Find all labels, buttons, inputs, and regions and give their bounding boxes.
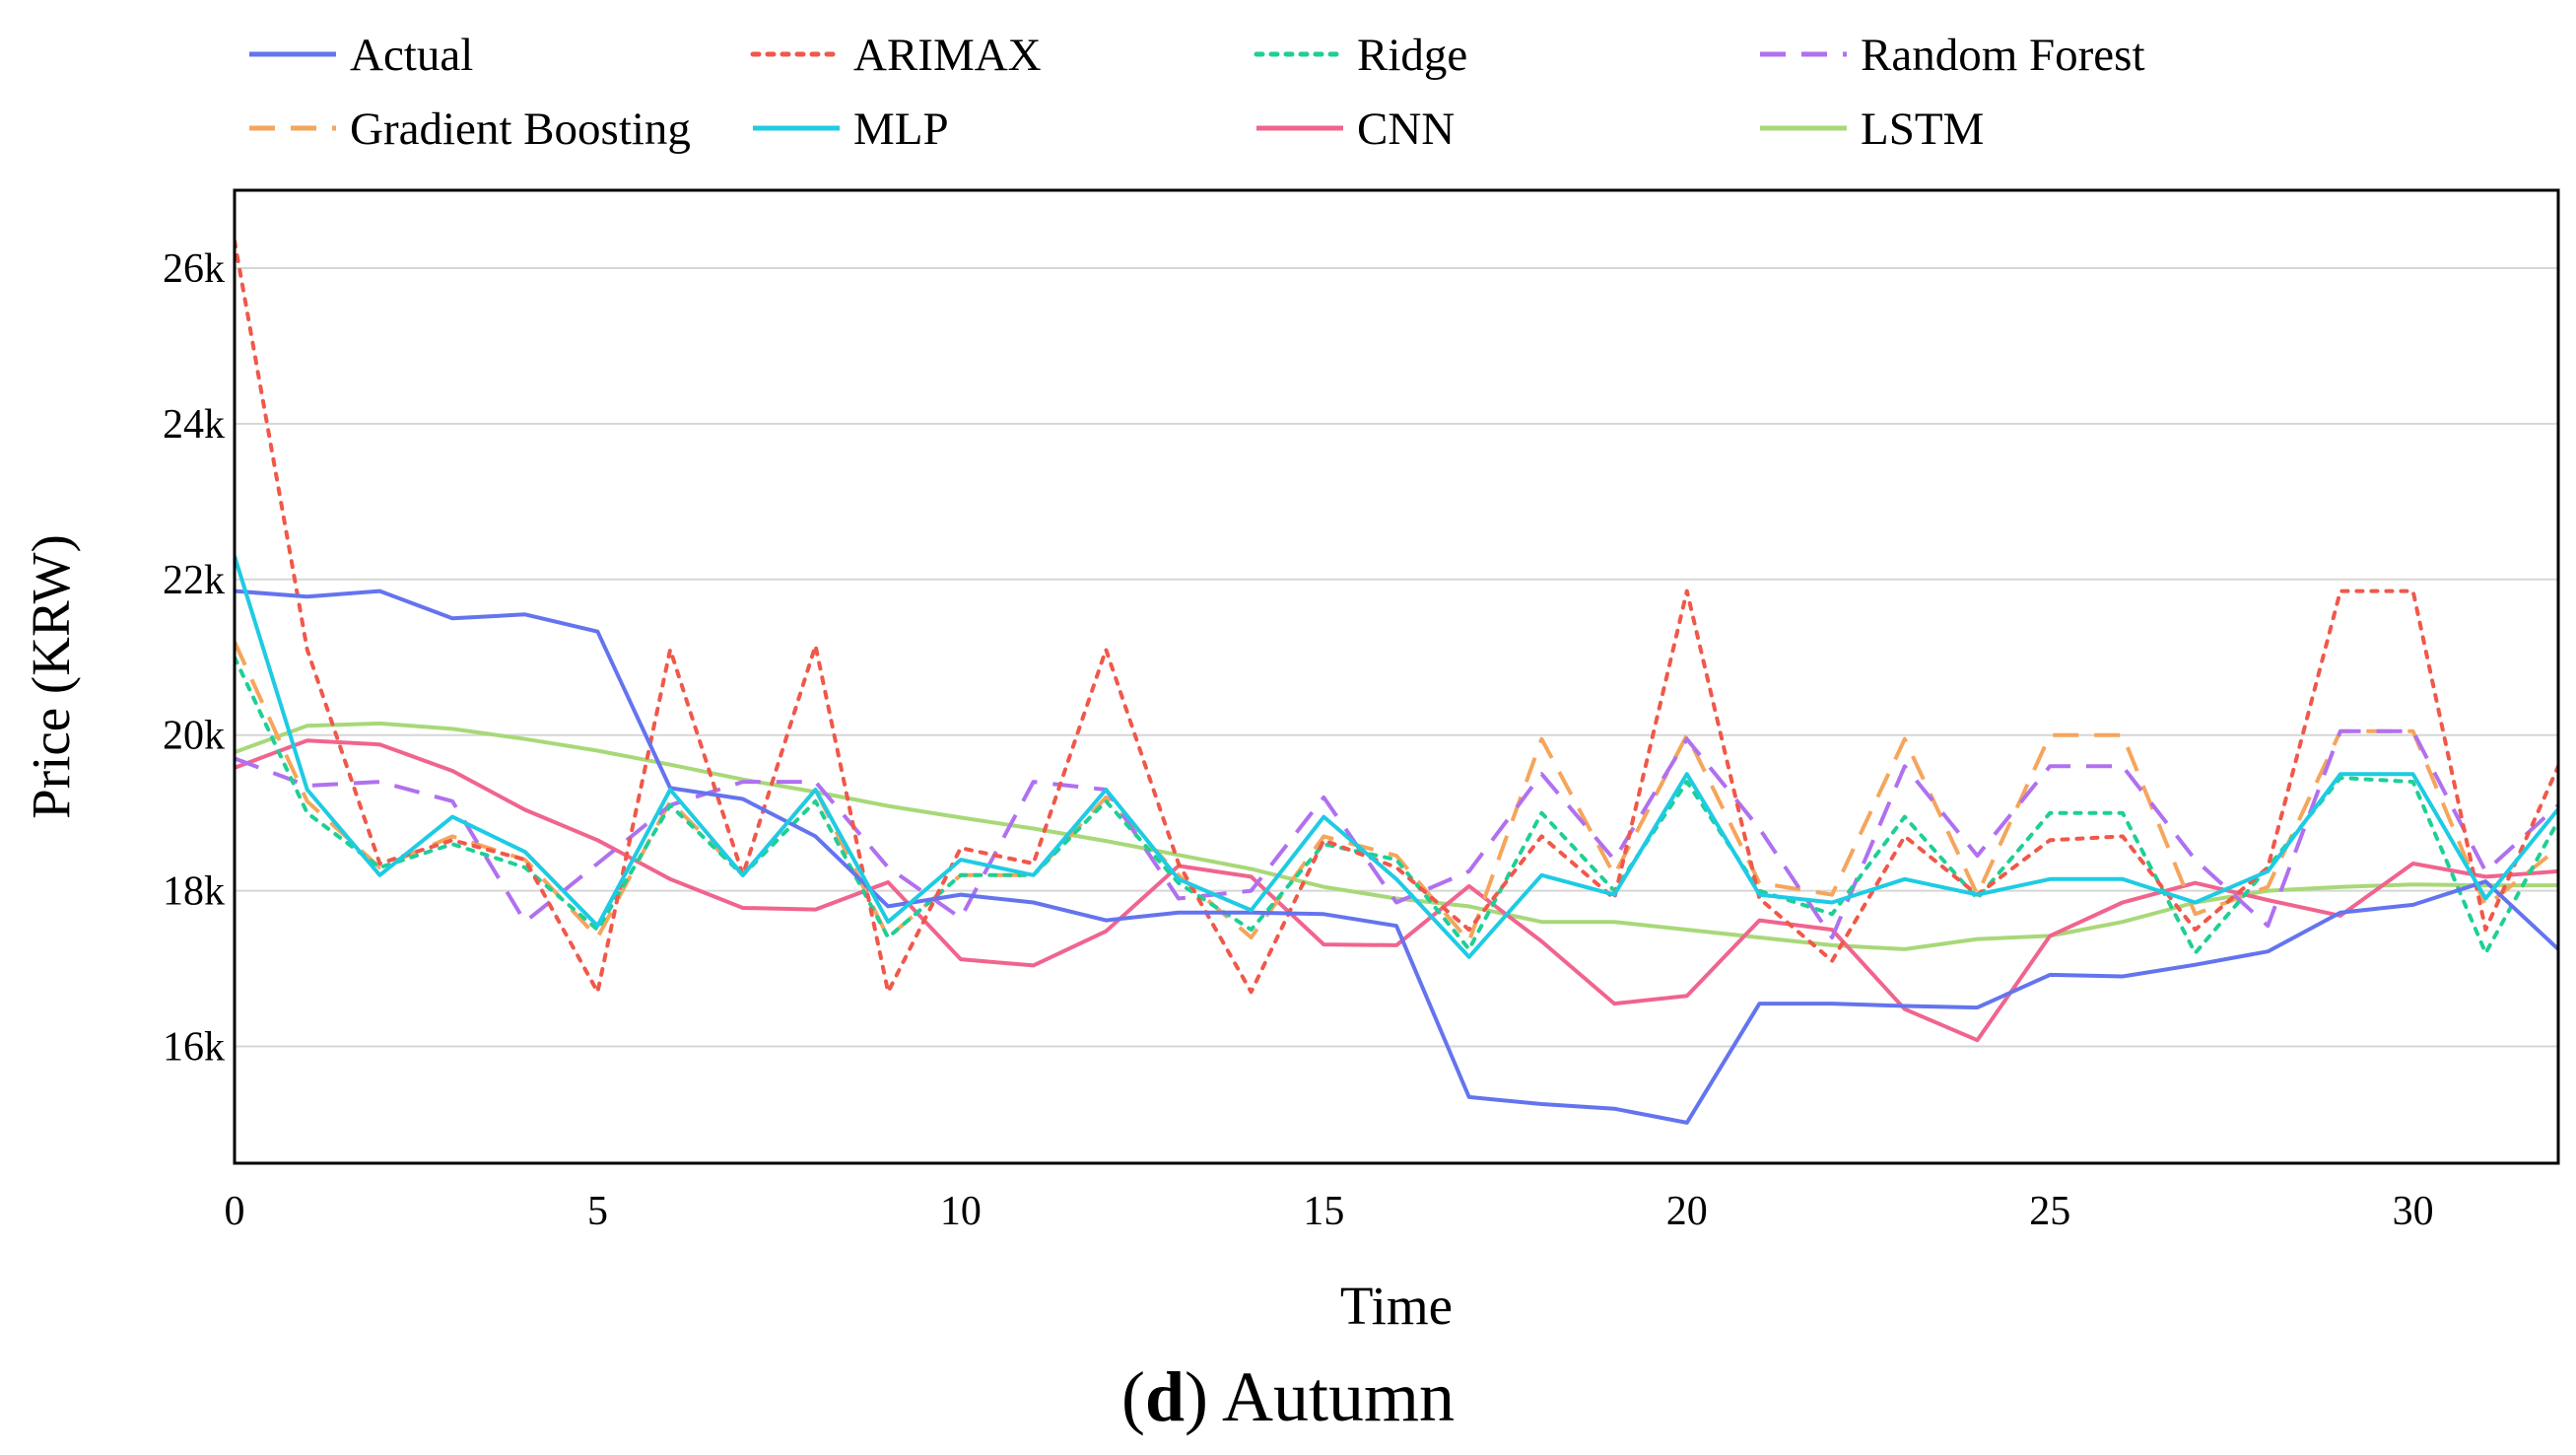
legend-label: Actual	[350, 30, 473, 81]
y-tick-label: 22k	[163, 558, 225, 603]
legend-label: Ridge	[1357, 30, 1467, 81]
y-axis-ticks: 16k 18k 20k 22k 24k 26k	[163, 246, 225, 1071]
legend-label: ARIMAX	[853, 30, 1042, 81]
y-axis-title: Price (KRW)	[21, 534, 81, 819]
figure-caption: (d) Autumn	[1120, 1357, 1456, 1436]
series-line-mlp	[235, 555, 2558, 959]
y-tick-label: 20k	[163, 714, 225, 759]
y-tick-label: 26k	[163, 246, 225, 292]
y-tick-label: 16k	[163, 1025, 225, 1071]
series-line-ridge	[235, 655, 2558, 955]
series-line-cnn	[235, 738, 2558, 1043]
x-axis-ticks: 0 5 10 15 20 25 30	[225, 1189, 2434, 1234]
series-line-gradient-boosting	[235, 641, 2558, 943]
caption-text: Autumn	[1222, 1357, 1456, 1436]
legend-label: Gradient Boosting	[350, 104, 691, 155]
x-axis-title: Time	[1340, 1276, 1453, 1336]
x-tick-label: 5	[587, 1189, 608, 1234]
plot-frame	[233, 188, 2560, 1165]
series-line-actual	[235, 589, 2558, 1125]
legend-label: MLP	[853, 104, 949, 155]
x-tick-label: 10	[940, 1189, 982, 1234]
y-tick-label: 18k	[163, 869, 225, 915]
y-tick-label: 24k	[163, 402, 225, 448]
legend-label: LSTM	[1861, 104, 1984, 155]
x-tick-label: 0	[225, 1189, 245, 1234]
x-tick-label: 25	[2029, 1189, 2070, 1234]
legend: Actual ARIMAX Ridge Random Forest Gradient B…	[249, 30, 2145, 155]
caption-panel-letter: d	[1144, 1357, 1185, 1436]
series-line-random-forest	[235, 728, 2558, 939]
x-tick-label: 30	[2393, 1189, 2434, 1234]
series-lines	[235, 239, 2558, 1125]
legend-label: CNN	[1357, 104, 1455, 155]
legend-label: Random Forest	[1861, 30, 2145, 81]
x-tick-label: 20	[1666, 1189, 1708, 1234]
series-line-arimax	[235, 239, 2558, 995]
x-tick-label: 15	[1303, 1189, 1344, 1234]
